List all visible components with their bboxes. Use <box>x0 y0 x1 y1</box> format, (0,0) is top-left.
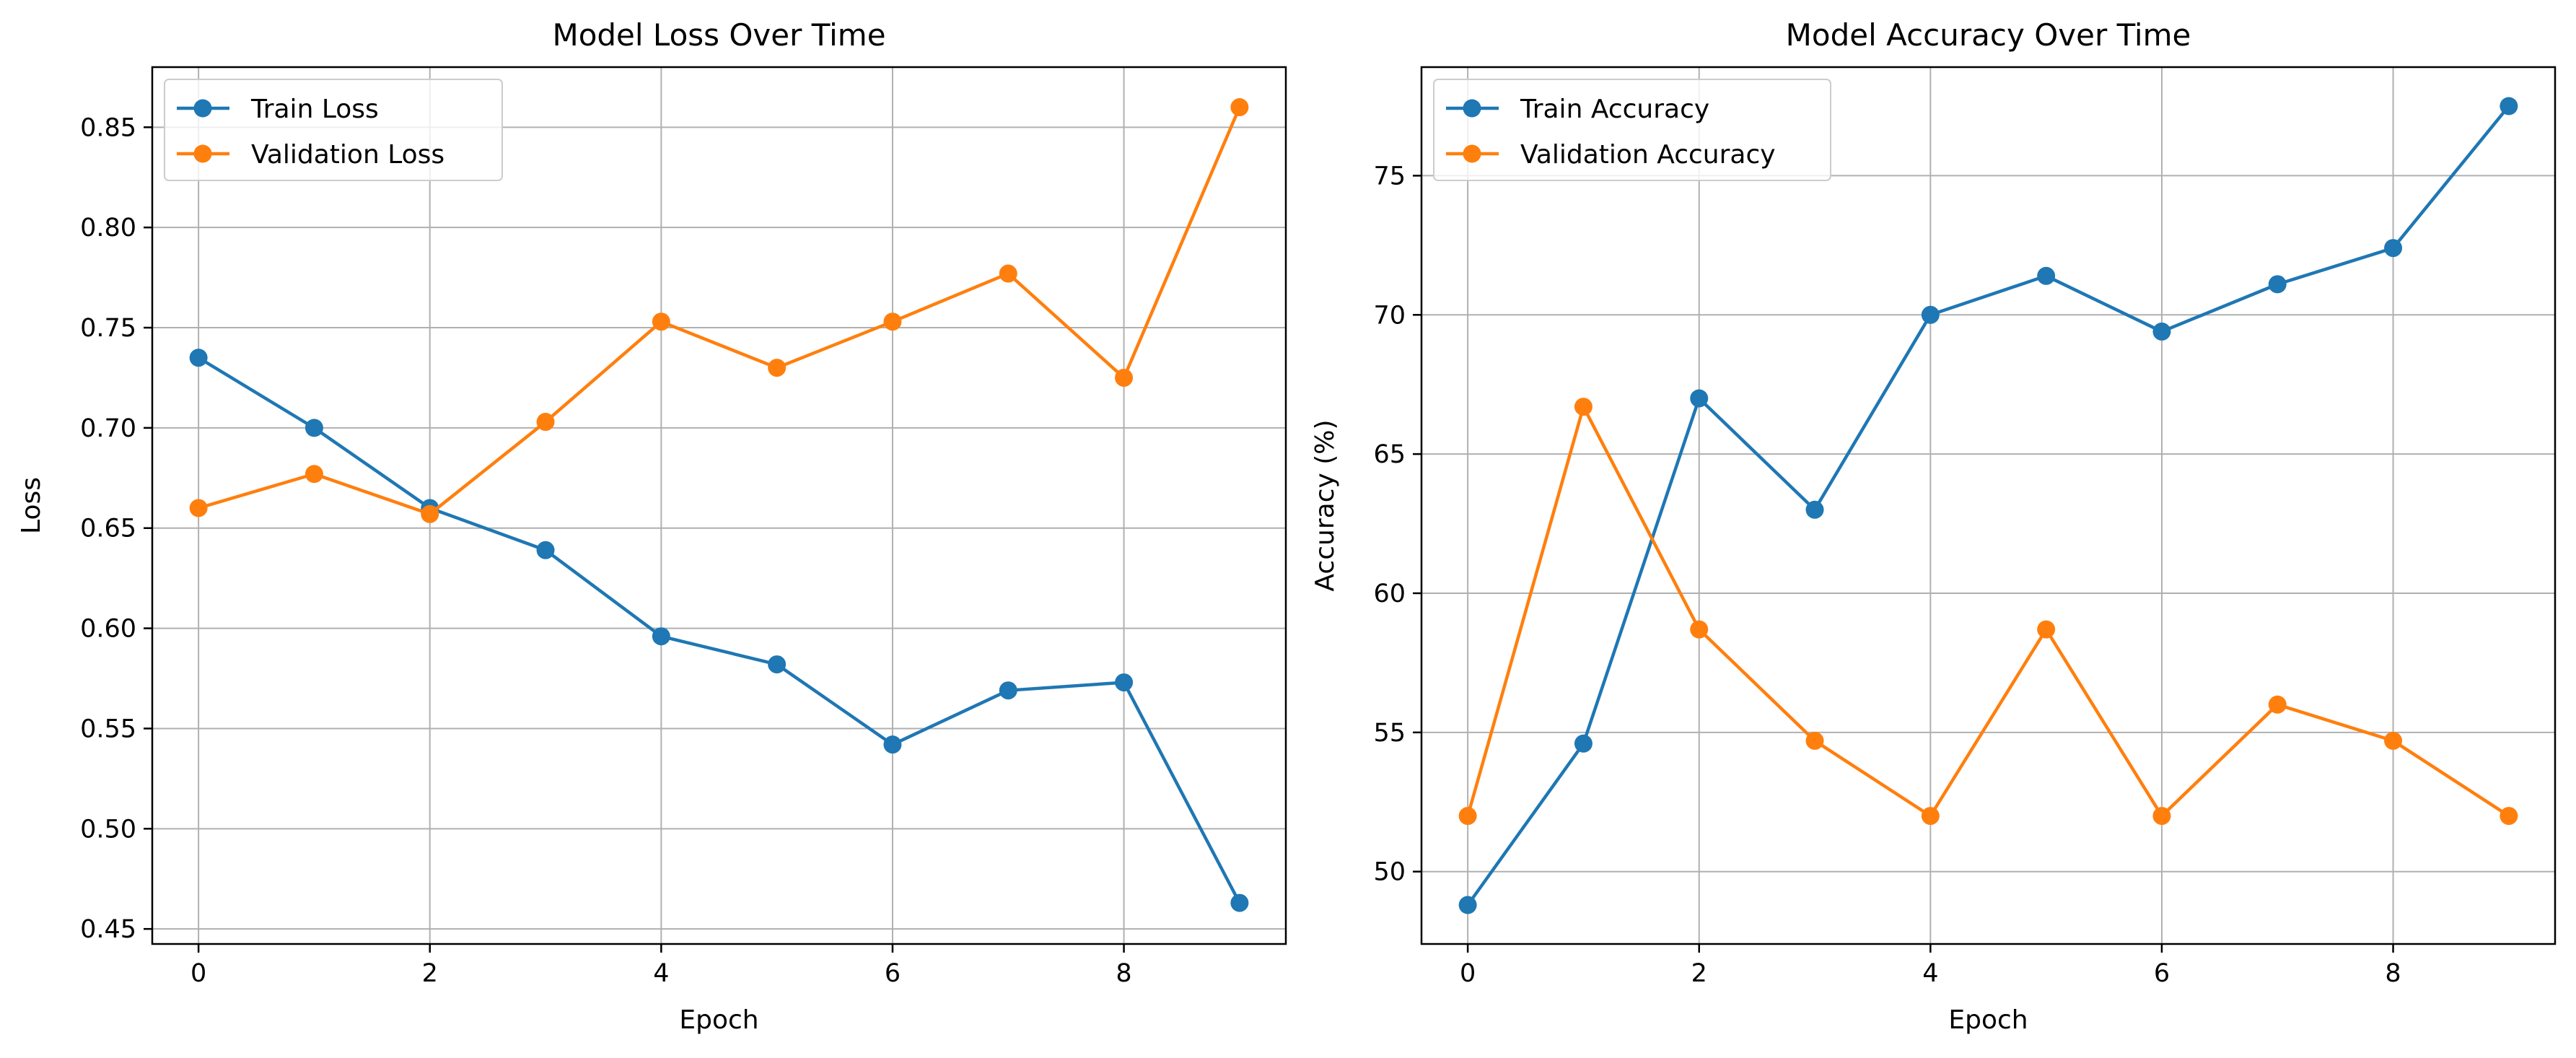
loss-chart: Model Loss Over Time Epoch Loss 0 2 4 6 8 0.4… <box>17 17 1287 1035</box>
accuracy-point-train-accuracy <box>2384 239 2403 258</box>
accuracy-series-line-validation-accuracy <box>1466 405 2510 818</box>
loss-y-tick-label: 0.45 <box>80 915 136 944</box>
accuracy-point-train-accuracy <box>2500 97 2518 115</box>
accuracy-x-tick-label: 0 <box>1460 959 1476 988</box>
accuracy-legend-label-validation-accuracy: Validation Accuracy <box>1520 140 1776 170</box>
accuracy-chart: Model Accuracy Over Time Epoch Accuracy … <box>1310 17 2557 1035</box>
accuracy-point-train-accuracy <box>1921 305 1940 324</box>
accuracy-legend-marker-validation-accuracy <box>1463 144 1481 163</box>
loss-legend-box <box>164 79 503 181</box>
loss-series-line-train-loss <box>197 356 1241 904</box>
accuracy-legend: Train Accuracy Validation Accuracy <box>1433 79 1831 181</box>
accuracy-point-train-accuracy <box>1690 389 1709 408</box>
loss-point-train-loss <box>305 419 323 437</box>
accuracy-point-validation-accuracy <box>2384 731 2403 750</box>
accuracy-y-tick-label: 55 <box>1373 719 1406 748</box>
loss-y-tick-label: 0.80 <box>80 214 136 242</box>
loss-point-train-loss <box>999 681 1017 700</box>
accuracy-x-tick-label: 4 <box>1922 959 1938 988</box>
accuracy-y-axis-label: Accuracy (%) <box>1310 419 1340 591</box>
accuracy-point-validation-accuracy <box>1690 620 1709 639</box>
accuracy-y-tick-label: 50 <box>1373 858 1406 887</box>
accuracy-legend-box <box>1433 79 1831 181</box>
loss-point-validation-loss <box>536 413 555 432</box>
loss-point-train-loss <box>1115 673 1134 692</box>
accuracy-point-validation-accuracy <box>1921 807 1940 826</box>
loss-legend-label-validation-loss: Validation Loss <box>251 140 444 170</box>
accuracy-legend-label-train-accuracy: Train Accuracy <box>1520 95 1709 124</box>
loss-point-validation-loss <box>189 499 208 517</box>
accuracy-x-tick-label: 8 <box>2385 959 2401 988</box>
accuracy-point-train-accuracy <box>2268 275 2287 294</box>
loss-point-validation-loss <box>1115 368 1134 387</box>
loss-point-validation-loss <box>768 359 787 377</box>
loss-point-validation-loss <box>999 264 1017 283</box>
accuracy-y-tick-label: 75 <box>1373 162 1406 191</box>
accuracy-x-tick-label: 2 <box>1691 959 1707 988</box>
accuracy-point-train-accuracy <box>1458 896 1477 914</box>
loss-y-tick-label: 0.55 <box>80 714 136 743</box>
loss-point-train-loss <box>189 349 208 367</box>
loss-x-tick-label: 0 <box>190 959 206 988</box>
loss-series-line-validation-loss <box>198 106 1241 516</box>
loss-point-train-loss <box>536 541 555 559</box>
loss-y-tick-label: 0.65 <box>80 515 136 543</box>
loss-x-tick-label: 4 <box>653 959 669 988</box>
loss-x-axis-label: Epoch <box>679 1005 758 1035</box>
loss-point-train-loss <box>652 627 670 646</box>
accuracy-point-train-accuracy <box>1805 500 1824 519</box>
accuracy-point-train-accuracy <box>2152 322 2171 341</box>
accuracy-point-train-accuracy <box>1574 734 1593 753</box>
loss-point-train-loss <box>1230 893 1249 912</box>
loss-point-validation-loss <box>1230 98 1249 117</box>
accuracy-chart-title: Model Accuracy Over Time <box>1786 17 2191 53</box>
loss-legend-label-train-loss: Train Loss <box>250 95 379 124</box>
loss-y-tick-label: 0.85 <box>80 113 136 142</box>
accuracy-legend-marker-train-accuracy <box>1463 99 1481 118</box>
accuracy-point-validation-accuracy <box>2268 695 2287 714</box>
accuracy-y-tick-label: 65 <box>1373 440 1406 469</box>
loss-y-tick-label: 0.75 <box>80 314 136 343</box>
loss-point-train-loss <box>883 735 902 754</box>
loss-legend: Train Loss Validation Loss <box>164 79 503 181</box>
loss-legend-marker-train-loss <box>193 99 212 118</box>
accuracy-point-validation-accuracy <box>2500 807 2518 826</box>
loss-y-tick-label: 0.50 <box>80 815 136 844</box>
accuracy-x-tick-label: 6 <box>2154 959 2170 988</box>
loss-x-tick-label: 6 <box>885 959 901 988</box>
accuracy-point-train-accuracy <box>2037 266 2056 285</box>
accuracy-plot-frame <box>1420 66 2557 945</box>
accuracy-point-validation-accuracy <box>2037 620 2056 639</box>
loss-y-tick-label: 0.60 <box>80 615 136 644</box>
accuracy-point-validation-accuracy <box>1574 398 1593 416</box>
loss-x-tick-label: 8 <box>1116 959 1131 988</box>
accuracy-point-validation-accuracy <box>1805 731 1824 750</box>
accuracy-point-validation-accuracy <box>2152 807 2171 826</box>
loss-point-validation-loss <box>305 465 323 484</box>
loss-chart-title: Model Loss Over Time <box>552 17 885 53</box>
loss-x-tick-label: 2 <box>422 959 438 988</box>
loss-y-tick-label: 0.70 <box>80 414 136 443</box>
accuracy-y-tick-label: 70 <box>1373 301 1406 330</box>
loss-point-train-loss <box>768 655 787 674</box>
loss-y-axis-label: Loss <box>17 477 46 534</box>
loss-plot-frame <box>151 66 1287 945</box>
loss-legend-marker-validation-loss <box>193 144 212 163</box>
accuracy-y-tick-label: 60 <box>1373 580 1406 608</box>
loss-point-validation-loss <box>883 312 902 331</box>
loss-point-validation-loss <box>652 312 670 331</box>
loss-point-validation-loss <box>421 504 439 523</box>
accuracy-series-line-train-accuracy <box>1466 105 2510 906</box>
accuracy-x-axis-label: Epoch <box>1948 1005 2028 1035</box>
accuracy-point-validation-accuracy <box>1458 807 1477 826</box>
